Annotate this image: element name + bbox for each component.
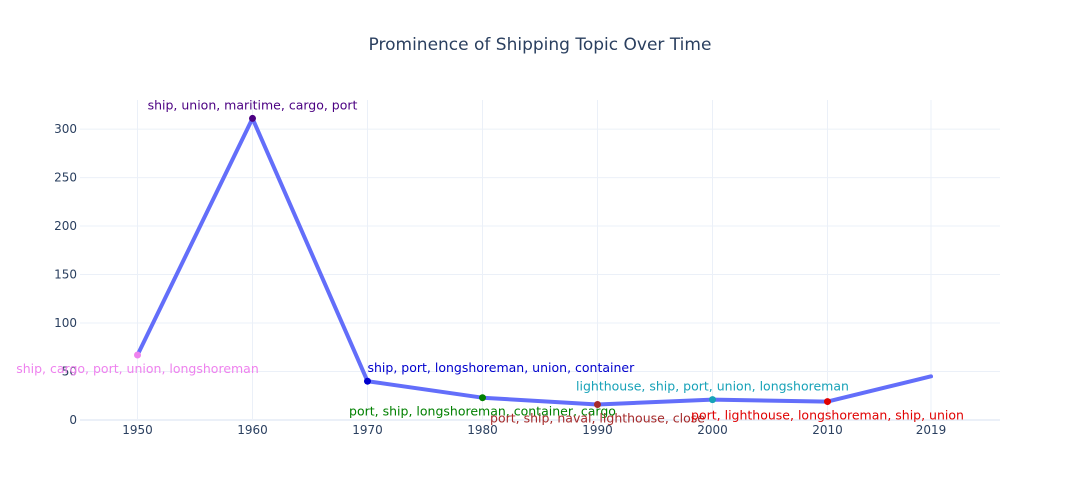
axis-layer: 1950 1960 1970 1980 1990 2000 2010 2019 0 50 100 15… (54, 122, 946, 437)
y-tick-label: 50 (62, 365, 77, 379)
data-point-label: lighthouse, ship, port, union, longshore… (576, 379, 849, 394)
x-tick-label: 1980 (467, 423, 498, 437)
data-point-label: ship, union, maritime, cargo, port (148, 97, 358, 112)
x-tick-label: 2019 (916, 423, 947, 437)
x-tick-label: 2000 (697, 423, 728, 437)
grid-layer (80, 100, 1000, 421)
data-point-marker (479, 394, 486, 402)
data-point-marker (364, 377, 371, 385)
series-line (135, 116, 933, 407)
y-tick-label: 150 (54, 268, 77, 282)
data-point-marker (709, 396, 716, 404)
data-point-marker (249, 114, 256, 122)
x-tick-label: 1990 (582, 423, 613, 437)
y-tick-label: 100 (54, 316, 77, 330)
series-line-layer (135, 116, 933, 407)
x-tick-label: 1950 (122, 423, 153, 437)
point-label-layer: ship, cargo, port, union, longshoreman sh… (16, 97, 964, 425)
data-point-label: port, lighthouse, longshoreman, ship, un… (691, 408, 964, 423)
data-point-marker (824, 398, 831, 406)
chart-title: Prominence of Shipping Topic Over Time (369, 35, 712, 55)
x-tick-label: 2010 (812, 423, 843, 437)
data-point-marker (594, 400, 601, 408)
y-tick-label: 0 (69, 413, 77, 427)
y-tick-label: 300 (54, 122, 77, 136)
y-tick-label: 200 (54, 219, 77, 233)
data-point-label: ship, port, longshoreman, union, contain… (368, 360, 636, 375)
y-tick-label: 250 (54, 171, 77, 185)
x-tick-label: 1960 (237, 423, 268, 437)
data-point-label: port, ship, naval, lighthouse, close (490, 410, 705, 425)
data-point-label: port, ship, longshoreman, container, car… (349, 404, 616, 419)
data-point-marker (134, 351, 141, 359)
marker-layer (134, 114, 831, 408)
x-tick-label: 1970 (352, 423, 383, 437)
data-point-label: ship, cargo, port, union, longshoreman (16, 361, 259, 376)
